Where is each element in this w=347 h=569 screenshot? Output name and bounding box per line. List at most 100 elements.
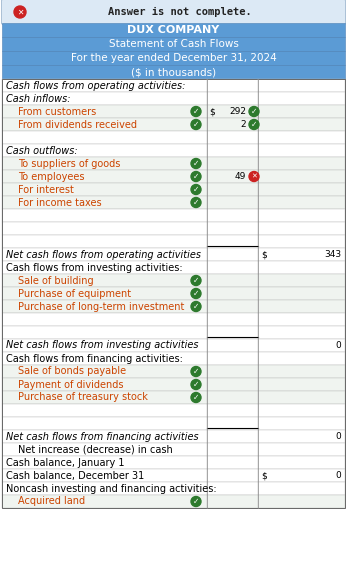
Text: 0: 0 <box>335 341 341 350</box>
Circle shape <box>191 380 201 390</box>
Bar <box>2 313 345 326</box>
Text: Cash flows from investing activities:: Cash flows from investing activities: <box>6 262 183 273</box>
Text: ✓: ✓ <box>193 185 199 194</box>
Text: 0: 0 <box>335 432 341 441</box>
Text: 0: 0 <box>335 471 341 480</box>
Text: ✓: ✓ <box>193 289 199 298</box>
Circle shape <box>14 6 26 18</box>
Text: ✓: ✓ <box>193 497 199 506</box>
Text: From dividends received: From dividends received <box>18 119 137 130</box>
Text: Net increase (decrease) in cash: Net increase (decrease) in cash <box>18 444 173 455</box>
Bar <box>2 469 345 482</box>
Bar <box>2 326 345 339</box>
Bar <box>2 430 345 443</box>
Bar <box>2 287 345 300</box>
Bar <box>2 495 345 508</box>
Text: ✓: ✓ <box>193 107 199 116</box>
Bar <box>2 274 345 287</box>
Bar <box>2 118 345 131</box>
Text: 49: 49 <box>235 172 246 181</box>
Text: ✓: ✓ <box>193 380 199 389</box>
Text: Purchase of long-term investment: Purchase of long-term investment <box>18 302 184 311</box>
Text: $: $ <box>209 107 215 116</box>
Text: Purchase of equipment: Purchase of equipment <box>18 288 131 299</box>
Circle shape <box>249 106 259 117</box>
Text: ✓: ✓ <box>193 302 199 311</box>
Text: Acquired land: Acquired land <box>18 497 85 506</box>
Text: ✓: ✓ <box>251 107 257 116</box>
Circle shape <box>191 119 201 130</box>
Bar <box>2 144 345 157</box>
Bar <box>2 209 345 222</box>
Circle shape <box>191 497 201 506</box>
Text: Sale of bonds payable: Sale of bonds payable <box>18 366 126 377</box>
Bar <box>2 352 345 365</box>
Text: ✓: ✓ <box>193 276 199 285</box>
Bar <box>2 37 345 51</box>
Circle shape <box>249 119 259 130</box>
Bar <box>2 443 345 456</box>
Text: ✓: ✓ <box>193 393 199 402</box>
Text: For interest: For interest <box>18 184 74 195</box>
Text: ✓: ✓ <box>193 159 199 168</box>
Text: 343: 343 <box>324 250 341 259</box>
Bar <box>2 417 345 430</box>
Circle shape <box>191 288 201 299</box>
Text: Net cash flows from financing activities: Net cash flows from financing activities <box>6 431 198 442</box>
Text: DUX COMPANY: DUX COMPANY <box>127 25 220 35</box>
Bar <box>2 157 345 170</box>
Text: From customers: From customers <box>18 106 96 117</box>
Text: To suppliers of goods: To suppliers of goods <box>18 159 120 168</box>
Text: Sale of building: Sale of building <box>18 275 94 286</box>
Text: ($ in thousands): ($ in thousands) <box>131 67 216 77</box>
Text: Payment of dividends: Payment of dividends <box>18 380 124 390</box>
Text: ✕: ✕ <box>17 7 23 17</box>
Text: Answer is not complete.: Answer is not complete. <box>108 7 251 17</box>
Bar <box>2 79 345 92</box>
Circle shape <box>191 159 201 168</box>
Text: ✓: ✓ <box>193 367 199 376</box>
Text: 292: 292 <box>229 107 246 116</box>
Circle shape <box>191 393 201 402</box>
Text: ✓: ✓ <box>193 172 199 181</box>
Bar <box>2 235 345 248</box>
Bar <box>2 222 345 235</box>
Circle shape <box>191 366 201 377</box>
Bar <box>2 456 345 469</box>
Text: $: $ <box>261 250 267 259</box>
Bar <box>2 261 345 274</box>
Text: Net cash flows from investing activities: Net cash flows from investing activities <box>6 340 198 351</box>
Circle shape <box>191 171 201 182</box>
Bar <box>2 404 345 417</box>
Text: Noncash investing and financing activities:: Noncash investing and financing activiti… <box>6 484 217 493</box>
Circle shape <box>191 302 201 311</box>
Bar <box>2 79 345 508</box>
Bar <box>2 482 345 495</box>
Text: 2: 2 <box>240 120 246 129</box>
Circle shape <box>191 197 201 208</box>
Bar <box>2 170 345 183</box>
Bar <box>2 92 345 105</box>
Circle shape <box>191 106 201 117</box>
Text: $: $ <box>261 471 267 480</box>
Circle shape <box>191 275 201 286</box>
Text: Cash flows from operating activities:: Cash flows from operating activities: <box>6 80 185 90</box>
Bar <box>2 391 345 404</box>
Bar <box>2 183 345 196</box>
Text: ✓: ✓ <box>193 198 199 207</box>
Text: ✕: ✕ <box>251 174 257 179</box>
Text: For the year ended December 31, 2024: For the year ended December 31, 2024 <box>71 53 276 63</box>
Text: Statement of Cash Flows: Statement of Cash Flows <box>109 39 238 49</box>
Text: ✓: ✓ <box>251 120 257 129</box>
Bar <box>2 365 345 378</box>
Circle shape <box>191 184 201 195</box>
Circle shape <box>249 171 259 182</box>
Text: To employees: To employees <box>18 171 85 182</box>
Bar <box>2 131 345 144</box>
Bar <box>2 65 345 79</box>
Text: ✓: ✓ <box>193 120 199 129</box>
Text: For income taxes: For income taxes <box>18 197 102 208</box>
Text: Cash flows from financing activities:: Cash flows from financing activities: <box>6 353 183 364</box>
Text: Cash balance, December 31: Cash balance, December 31 <box>6 471 144 480</box>
Text: Purchase of treasury stock: Purchase of treasury stock <box>18 393 148 402</box>
